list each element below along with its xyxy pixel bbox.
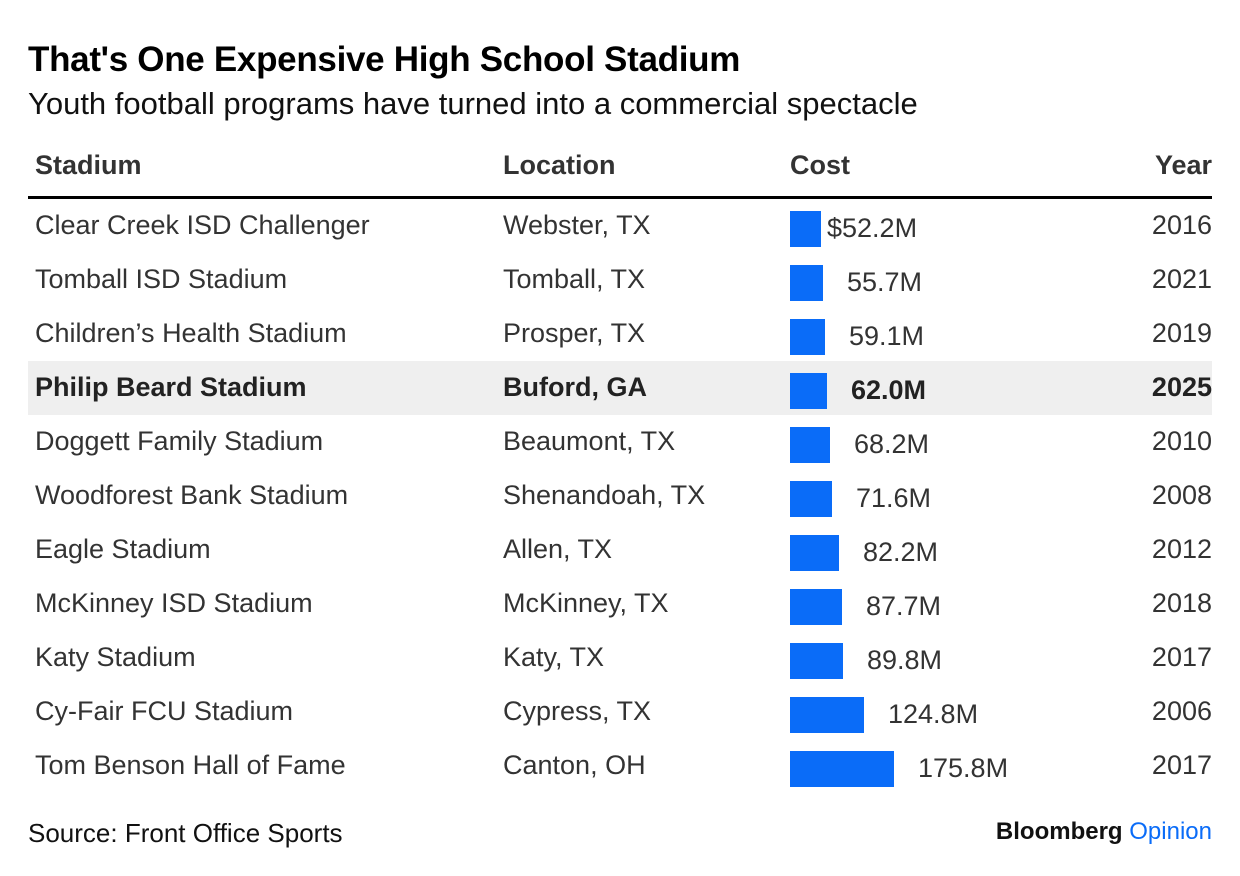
cell-location: Katy, TX [503,642,605,672]
cell-location: Beaumont, TX [503,426,676,456]
cell-location: Prosper, TX [503,318,646,348]
cost-label: 89.8M [867,645,943,675]
table-row: Eagle Stadium Allen, TX 82.2M 2012 [28,523,1212,577]
table-header: Stadium Location Cost Year [28,144,1212,199]
cost-label: 175.8M [918,753,1009,783]
source-note: Source: Front Office Sports [28,818,343,848]
cell-stadium: Tomball ISD Stadium [35,264,288,294]
cell-location: Webster, TX [503,210,651,240]
cell-stadium: McKinney ISD Stadium [35,588,313,618]
brand-logo: Bloomberg Opinion [996,818,1212,846]
cost-label: 71.6M [856,483,932,513]
table-row: Woodforest Bank Stadium Shenandoah, TX 71.… [28,469,1212,523]
table-row: Philip Beard Stadium Buford, GA 62.0M 2025 [28,361,1212,415]
header-stadium: Stadium [35,150,142,180]
cell-year: 2017 [1151,750,1212,780]
cost-bar [790,319,825,355]
cell-year: 2012 [1151,534,1212,564]
cell-location: Tomball, TX [503,264,646,294]
cost-bar [790,211,821,247]
cost-bar [790,427,830,463]
cell-year: 2021 [1151,264,1212,294]
cell-stadium: Katy Stadium [35,642,196,672]
table-row: Katy Stadium Katy, TX 89.8M 2017 [28,631,1212,685]
header-location: Location [503,150,616,180]
table-row: Tomball ISD Stadium Tomball, TX 55.7M 2021 [28,253,1212,307]
cost-label: 62.0M [851,375,927,405]
cell-stadium: Woodforest Bank Stadium [35,480,349,510]
cost-label: 82.2M [863,537,939,567]
cell-stadium: Philip Beard Stadium [35,372,307,402]
cell-location: Shenandoah, TX [503,480,706,510]
header-year: Year [1154,150,1212,180]
cell-location: Canton, OH [503,750,646,780]
cost-bar [790,481,832,517]
cost-bar [790,535,839,571]
cell-year: 2025 [1151,372,1212,402]
cell-location: Allen, TX [503,534,613,564]
cost-bar [790,643,843,679]
cost-label: 59.1M [849,321,925,351]
cost-bar [790,697,864,733]
cell-year: 2008 [1151,480,1212,510]
cell-year: 2016 [1151,210,1212,240]
table-row: Children’s Health Stadium Prosper, TX 59.1… [28,307,1212,361]
chart-subtitle: Youth football programs have turned into… [28,86,918,121]
stadium-table: Stadium Location Cost Year Clear Creek I… [28,144,1212,793]
cell-stadium: Tom Benson Hall of Fame [35,750,346,780]
cell-stadium: Doggett Family Stadium [35,426,324,456]
cell-stadium: Cy-Fair FCU Stadium [35,696,294,726]
table-row: Clear Creek ISD Challenger Webster, TX $52… [28,199,1212,253]
cost-bar [790,589,842,625]
table-row: McKinney ISD Stadium McKinney, TX 87.7M 201… [28,577,1212,631]
cell-stadium: Eagle Stadium [35,534,211,564]
cell-location: McKinney, TX [503,588,669,618]
cost-label: 68.2M [854,429,930,459]
cell-year: 2018 [1151,588,1212,618]
table-body: Clear Creek ISD Challenger Webster, TX $52… [28,199,1212,793]
brand-section: Opinion [1129,818,1212,845]
cell-location: Cypress, TX [503,696,652,726]
cell-year: 2017 [1151,642,1212,672]
table-row: Tom Benson Hall of Fame Canton, OH 175.8M 2… [28,739,1212,793]
cost-label: 55.7M [847,267,923,297]
chart-title: That's One Expensive High School Stadium [28,40,741,79]
cost-bar [790,265,823,301]
cell-year: 2019 [1151,318,1212,348]
cost-bar [790,373,827,409]
table-row: Doggett Family Stadium Beaumont, TX 68.2M 2… [28,415,1212,469]
cost-label: 124.8M [888,699,979,729]
table-row: Cy-Fair FCU Stadium Cypress, TX 124.8M 2006 [28,685,1212,739]
cell-year: 2010 [1151,426,1212,456]
brand-name: Bloomberg [995,818,1123,845]
cost-label: 87.7M [866,591,942,621]
cell-location: Buford, GA [503,372,647,402]
header-cost: Cost [790,150,850,180]
cost-label: $52.2M [827,213,918,243]
cell-stadium: Clear Creek ISD Challenger [35,210,370,240]
cell-year: 2006 [1151,696,1212,726]
cell-stadium: Children’s Health Stadium [35,318,347,348]
cost-bar [790,751,894,787]
